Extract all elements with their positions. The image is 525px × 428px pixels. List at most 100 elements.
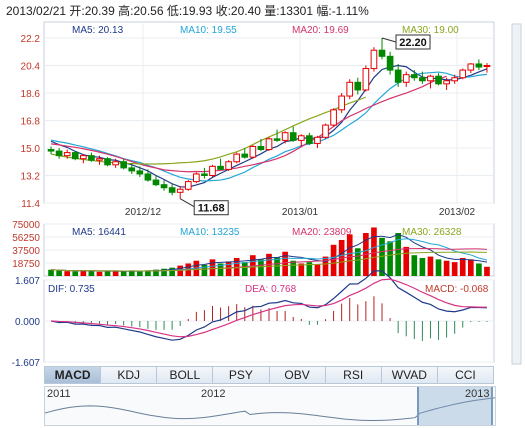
volume-bar bbox=[435, 259, 442, 276]
candle-body bbox=[233, 153, 241, 163]
volume-bar bbox=[112, 271, 119, 276]
price-tick-label: 11.4 bbox=[21, 199, 40, 210]
change-value: -1.11% bbox=[331, 4, 369, 18]
volume-bar bbox=[137, 271, 143, 276]
candle-body bbox=[273, 138, 281, 141]
candle-body bbox=[80, 155, 87, 160]
volume-bar bbox=[177, 265, 184, 276]
open-value: 20.39 bbox=[84, 4, 115, 18]
macd-tick-label: 1.607 bbox=[15, 276, 40, 287]
dea-line bbox=[51, 278, 487, 338]
candle-body bbox=[370, 49, 378, 70]
low-label: 低: bbox=[166, 4, 183, 18]
volume-bar bbox=[298, 263, 305, 276]
change-label: 幅: bbox=[316, 4, 332, 18]
candle-body bbox=[55, 150, 63, 157]
candle-body bbox=[451, 77, 458, 82]
candle-body bbox=[168, 187, 176, 193]
navigator-label: 2013 bbox=[465, 388, 490, 400]
candle-body bbox=[176, 188, 184, 193]
volume-bar bbox=[314, 264, 321, 276]
volume-bar bbox=[145, 270, 151, 276]
macd-tick-label: -1.607 bbox=[12, 358, 41, 369]
price-legend: MA10: 19.55 bbox=[180, 25, 237, 36]
volume-bar bbox=[80, 270, 87, 276]
volume-legend: MA5: 16441 bbox=[72, 227, 126, 238]
max-pointer bbox=[381, 37, 397, 43]
tab-kdj[interactable]: KDJ bbox=[101, 366, 158, 384]
candle-body bbox=[201, 173, 208, 177]
candle-body bbox=[354, 81, 362, 91]
tab-rsi[interactable]: RSI bbox=[325, 366, 382, 384]
candle-body bbox=[71, 152, 79, 160]
tab-wvad[interactable]: WVAD bbox=[381, 366, 438, 384]
candle-body bbox=[386, 55, 394, 71]
candle-body bbox=[419, 77, 426, 82]
navigator-label: 2011 bbox=[47, 388, 71, 400]
price-legend: MA20: 19.69 bbox=[292, 25, 349, 36]
candle-body bbox=[443, 80, 450, 85]
max-label-box bbox=[395, 34, 431, 50]
volume-ma-line bbox=[51, 251, 487, 272]
high-label: 高: bbox=[118, 4, 134, 18]
candle-body bbox=[289, 132, 297, 141]
candle-body bbox=[160, 184, 168, 189]
indicator-tabs: MACD KDJ BOLL PSY OBV RSI WVAD CCI bbox=[44, 366, 494, 384]
candle-body bbox=[402, 74, 410, 83]
candle-body bbox=[193, 173, 200, 183]
min-label-box bbox=[193, 200, 229, 216]
price-x-label: 2013/02 bbox=[439, 207, 476, 218]
volume-tick-label: 75000 bbox=[12, 220, 40, 231]
vertical-scrollbar bbox=[511, 23, 522, 365]
tab-boll[interactable]: BOLL bbox=[157, 366, 214, 384]
navigator-series-line bbox=[45, 397, 495, 421]
volume-bar bbox=[241, 262, 248, 276]
close-value: 20.40 bbox=[230, 4, 261, 18]
candle-body bbox=[88, 155, 95, 161]
volume-bar bbox=[306, 262, 313, 276]
volume-bar bbox=[290, 260, 297, 276]
macd-legend: MACD: -0.068 bbox=[425, 284, 489, 295]
volume-bar bbox=[387, 241, 393, 276]
volume-bar bbox=[274, 257, 280, 276]
tab-obv[interactable]: OBV bbox=[269, 366, 326, 384]
volume-bar bbox=[443, 260, 450, 276]
candle-body bbox=[128, 167, 136, 172]
volume-bar bbox=[258, 259, 264, 276]
navigator-selection[interactable] bbox=[417, 387, 493, 425]
tab-psy[interactable]: PSY bbox=[213, 366, 270, 384]
dif-legend: DIF: 0.735 bbox=[48, 284, 95, 295]
volume-bar bbox=[379, 237, 385, 276]
price-tick-label: 18.6 bbox=[21, 89, 41, 100]
navigator-line bbox=[45, 397, 495, 421]
candle-body bbox=[47, 149, 55, 152]
candle-body bbox=[265, 138, 273, 151]
candle-body bbox=[483, 65, 491, 67]
volume-tick-label: 18750 bbox=[12, 259, 40, 270]
volume-bar bbox=[56, 270, 62, 276]
volume-bar bbox=[427, 256, 434, 276]
low-value: 19.93 bbox=[182, 4, 213, 18]
candle-body bbox=[249, 145, 257, 158]
price-legend: MA30: 19.00 bbox=[402, 25, 459, 36]
volume-legend: MA10: 13235 bbox=[180, 227, 240, 238]
tab-cci[interactable]: CCI bbox=[437, 366, 494, 384]
volume-bar bbox=[322, 256, 329, 276]
volume-bar bbox=[72, 271, 79, 276]
price-tick-label: 22.2 bbox=[21, 34, 41, 45]
volume-label: 量: bbox=[264, 4, 280, 18]
candle-body bbox=[330, 109, 337, 126]
candle-body bbox=[378, 49, 386, 57]
candle-body bbox=[427, 75, 434, 82]
tab-macd[interactable]: MACD bbox=[44, 366, 102, 384]
volume-bar bbox=[217, 263, 224, 276]
navigator-label: 2012 bbox=[201, 388, 226, 400]
volume-legend: MA30: 26328 bbox=[402, 227, 462, 238]
candle-body bbox=[467, 63, 475, 71]
price-tick-label: 15.0 bbox=[21, 144, 41, 155]
candle-body bbox=[184, 181, 192, 190]
time-navigator[interactable]: 2011 2012 2013 bbox=[44, 386, 496, 426]
candle-body bbox=[209, 165, 216, 176]
volume-bar bbox=[484, 266, 490, 276]
